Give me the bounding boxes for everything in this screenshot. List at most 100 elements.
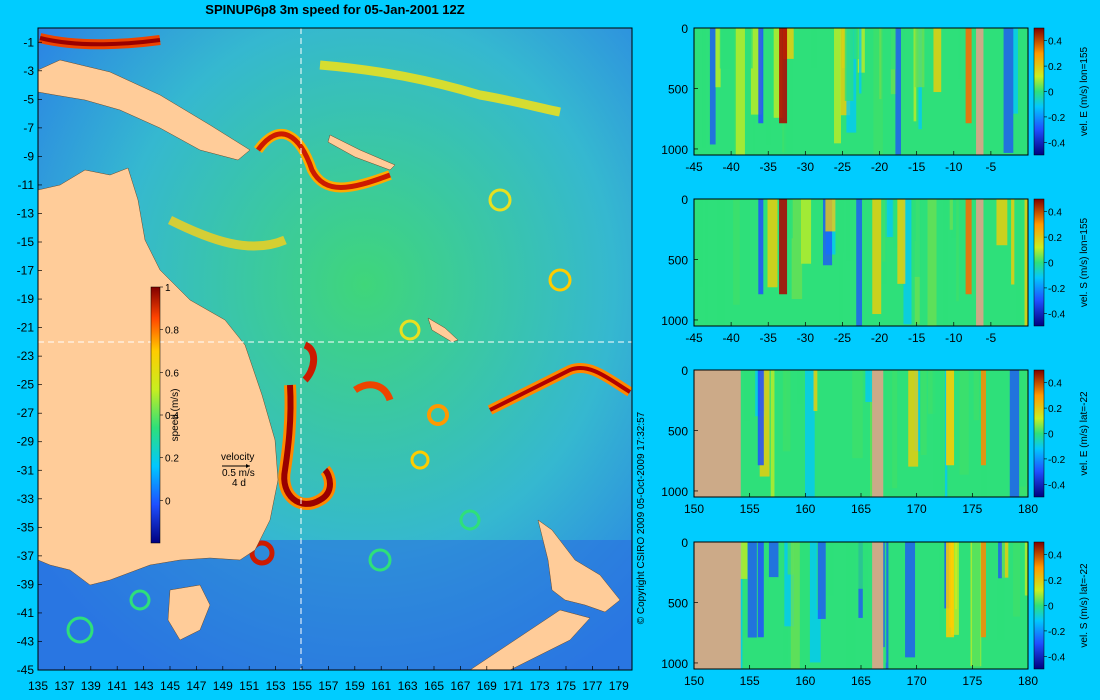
velocity-key-days: 4 d: [232, 478, 246, 489]
section-depth-tick-label: 500: [668, 596, 688, 610]
map-lon-tick-label: 171: [503, 679, 523, 693]
section-colorbar-tick-label: -0.4: [1048, 652, 1066, 663]
map-lon-tick-label: 151: [239, 679, 259, 693]
land-new-zealand-south: [469, 609, 591, 670]
section-depth-tick-label: 500: [668, 424, 688, 438]
colorbar-tick-label: 0.8: [165, 326, 179, 337]
section-land: [872, 542, 884, 669]
section-x-tick-label: 155: [740, 502, 760, 516]
map-lat-tick-label: -13: [17, 206, 35, 220]
map-lat-tick-label: -11: [18, 178, 35, 192]
map-lon-tick-label: 175: [556, 679, 576, 693]
section-land: [694, 542, 741, 669]
map-lat-tick-label: -33: [17, 492, 35, 506]
section-colorbar-tick-label: 0: [1048, 602, 1054, 613]
speed-map: 135 137 139 141 143 145 147 149 151 153 155 157 159 1…: [17, 27, 633, 693]
section-colorbar-tick-label: 0: [1048, 259, 1054, 270]
section-x-tick-label: 165: [851, 502, 871, 516]
map-lat-axis: -1 -3 -5 -7 -9 -11 -13 -15 -17 -19 -21 -23 -25 -27 -29…: [17, 35, 42, 677]
map-lat-tick-label: -37: [17, 549, 35, 563]
section-x-tick-label: 160: [795, 502, 815, 516]
section-x-tick-label: 180: [1018, 502, 1038, 516]
map-lon-tick-label: 173: [530, 679, 550, 693]
land-tasmania: [167, 584, 211, 641]
map-lon-tick-label: 169: [477, 679, 497, 693]
map-lat-tick-label: -43: [17, 634, 35, 648]
section-depth-tick-label: 500: [668, 82, 688, 96]
section-depth-tick-label: 0: [681, 364, 688, 378]
page-title: SPINUP6p8 3m speed for 05-Jan-2001 12Z: [205, 2, 465, 17]
section-colorbar-label: vel. E (m/s) lat=-22: [1079, 391, 1090, 476]
section-land: [976, 199, 984, 326]
map-lat-tick-label: -9: [23, 149, 34, 163]
section-depth-tick-label: 1000: [661, 143, 688, 157]
map-lon-tick-label: 137: [54, 679, 74, 693]
map-lon-tick-label: 177: [582, 679, 602, 693]
section-colorbar-tick-label: -0.4: [1048, 138, 1066, 149]
map-lat-tick-label: -25: [17, 378, 35, 392]
section-land: [694, 370, 741, 497]
map-lon-tick-label: 165: [424, 679, 444, 693]
map-lon-tick-label: 147: [186, 679, 206, 693]
map-lon-tick-label: 145: [160, 679, 180, 693]
section-x-tick-label: -40: [722, 331, 740, 345]
section-colorbar-tick-label: 0.4: [1048, 379, 1062, 390]
section-x-tick-label: 170: [907, 502, 927, 516]
map-frame: [37, 27, 633, 671]
section-x-tick-label: -25: [834, 160, 852, 174]
section-x-tick-label: 180: [1018, 674, 1038, 688]
section-depth-tick-label: 0: [681, 536, 688, 550]
land-new-guinea: [38, 59, 251, 161]
section-colorbar-tick-label: 0.2: [1048, 576, 1062, 587]
section-colorbar-tick-label: 0.4: [1048, 551, 1062, 562]
map-lon-tick-label: 149: [213, 679, 233, 693]
section-panels: -45 -40 -35 -30 -25 -20 -15 -10 -5 0 500 1000 0.4 0.2…: [661, 22, 1090, 688]
map-lat-tick-label: -41: [17, 606, 35, 620]
map-lon-tick-label: 163: [398, 679, 418, 693]
map-lat-tick-label: -17: [17, 264, 35, 278]
copyright-text: © Copyright CSIRO 2009 05-Oct-2009 17:32…: [636, 411, 647, 624]
section-x-tick-label: -25: [834, 331, 852, 345]
map-lon-tick-label: 157: [318, 679, 338, 693]
section-x-tick-label: -35: [760, 331, 778, 345]
section-x-tick-label: -35: [760, 160, 778, 174]
map-lat-tick-label: -21: [17, 321, 35, 335]
colorbar-tick-label: 0.4: [165, 411, 179, 422]
section-x-tick-label: 175: [962, 674, 982, 688]
section-colorbar-tick-label: -0.4: [1048, 480, 1066, 491]
colorbar-label: speed (m/s): [170, 389, 181, 442]
map-lat-tick-label: -27: [17, 406, 35, 420]
velocity-key: velocity 0.5 m/s 4 d: [221, 452, 255, 489]
speed-features: [38, 28, 632, 670]
map-lon-tick-label: 139: [81, 679, 101, 693]
section-colorbar: [1033, 27, 1045, 156]
section-x-tick-label: 155: [740, 674, 760, 688]
section-x-tick-label: -15: [908, 331, 926, 345]
section-colorbar-tick-label: 0.4: [1048, 208, 1062, 219]
map-lon-tick-label: 135: [28, 679, 48, 693]
section-colorbar: [1033, 369, 1045, 498]
section-x-tick-label: -10: [945, 331, 963, 345]
section-colorbar-label: vel. E (m/s) lon=155: [1079, 46, 1090, 136]
colorbar-tick-label: 0.6: [165, 368, 179, 379]
map-lat-tick-label: -5: [23, 92, 34, 106]
section-x-tick-label: -40: [722, 160, 740, 174]
section-colorbar-tick-label: 0.2: [1048, 62, 1062, 73]
section-colorbar-tick-label: -0.2: [1048, 284, 1066, 295]
map-lat-tick-label: -45: [17, 663, 35, 677]
map-lat-tick-label: -29: [17, 435, 35, 449]
section-x-tick-label: -10: [945, 160, 963, 174]
section-x-tick-label: -5: [986, 331, 997, 345]
section-colorbar-label: vel. S (m/s) lat=-22: [1079, 563, 1090, 648]
section-colorbar: [1033, 198, 1045, 327]
section-depth-tick-label: 1000: [661, 314, 688, 328]
section-colorbar-tick-label: -0.2: [1048, 113, 1066, 124]
section-land: [976, 28, 984, 155]
colorbar-tick-label: 1: [165, 283, 171, 294]
map-lat-tick-label: -39: [17, 577, 35, 591]
section-x-tick-label: 150: [684, 674, 704, 688]
section-colorbar-tick-label: 0: [1048, 88, 1054, 99]
section-depth-tick-label: 1000: [661, 485, 688, 499]
section-depth-tick-label: 0: [681, 193, 688, 207]
